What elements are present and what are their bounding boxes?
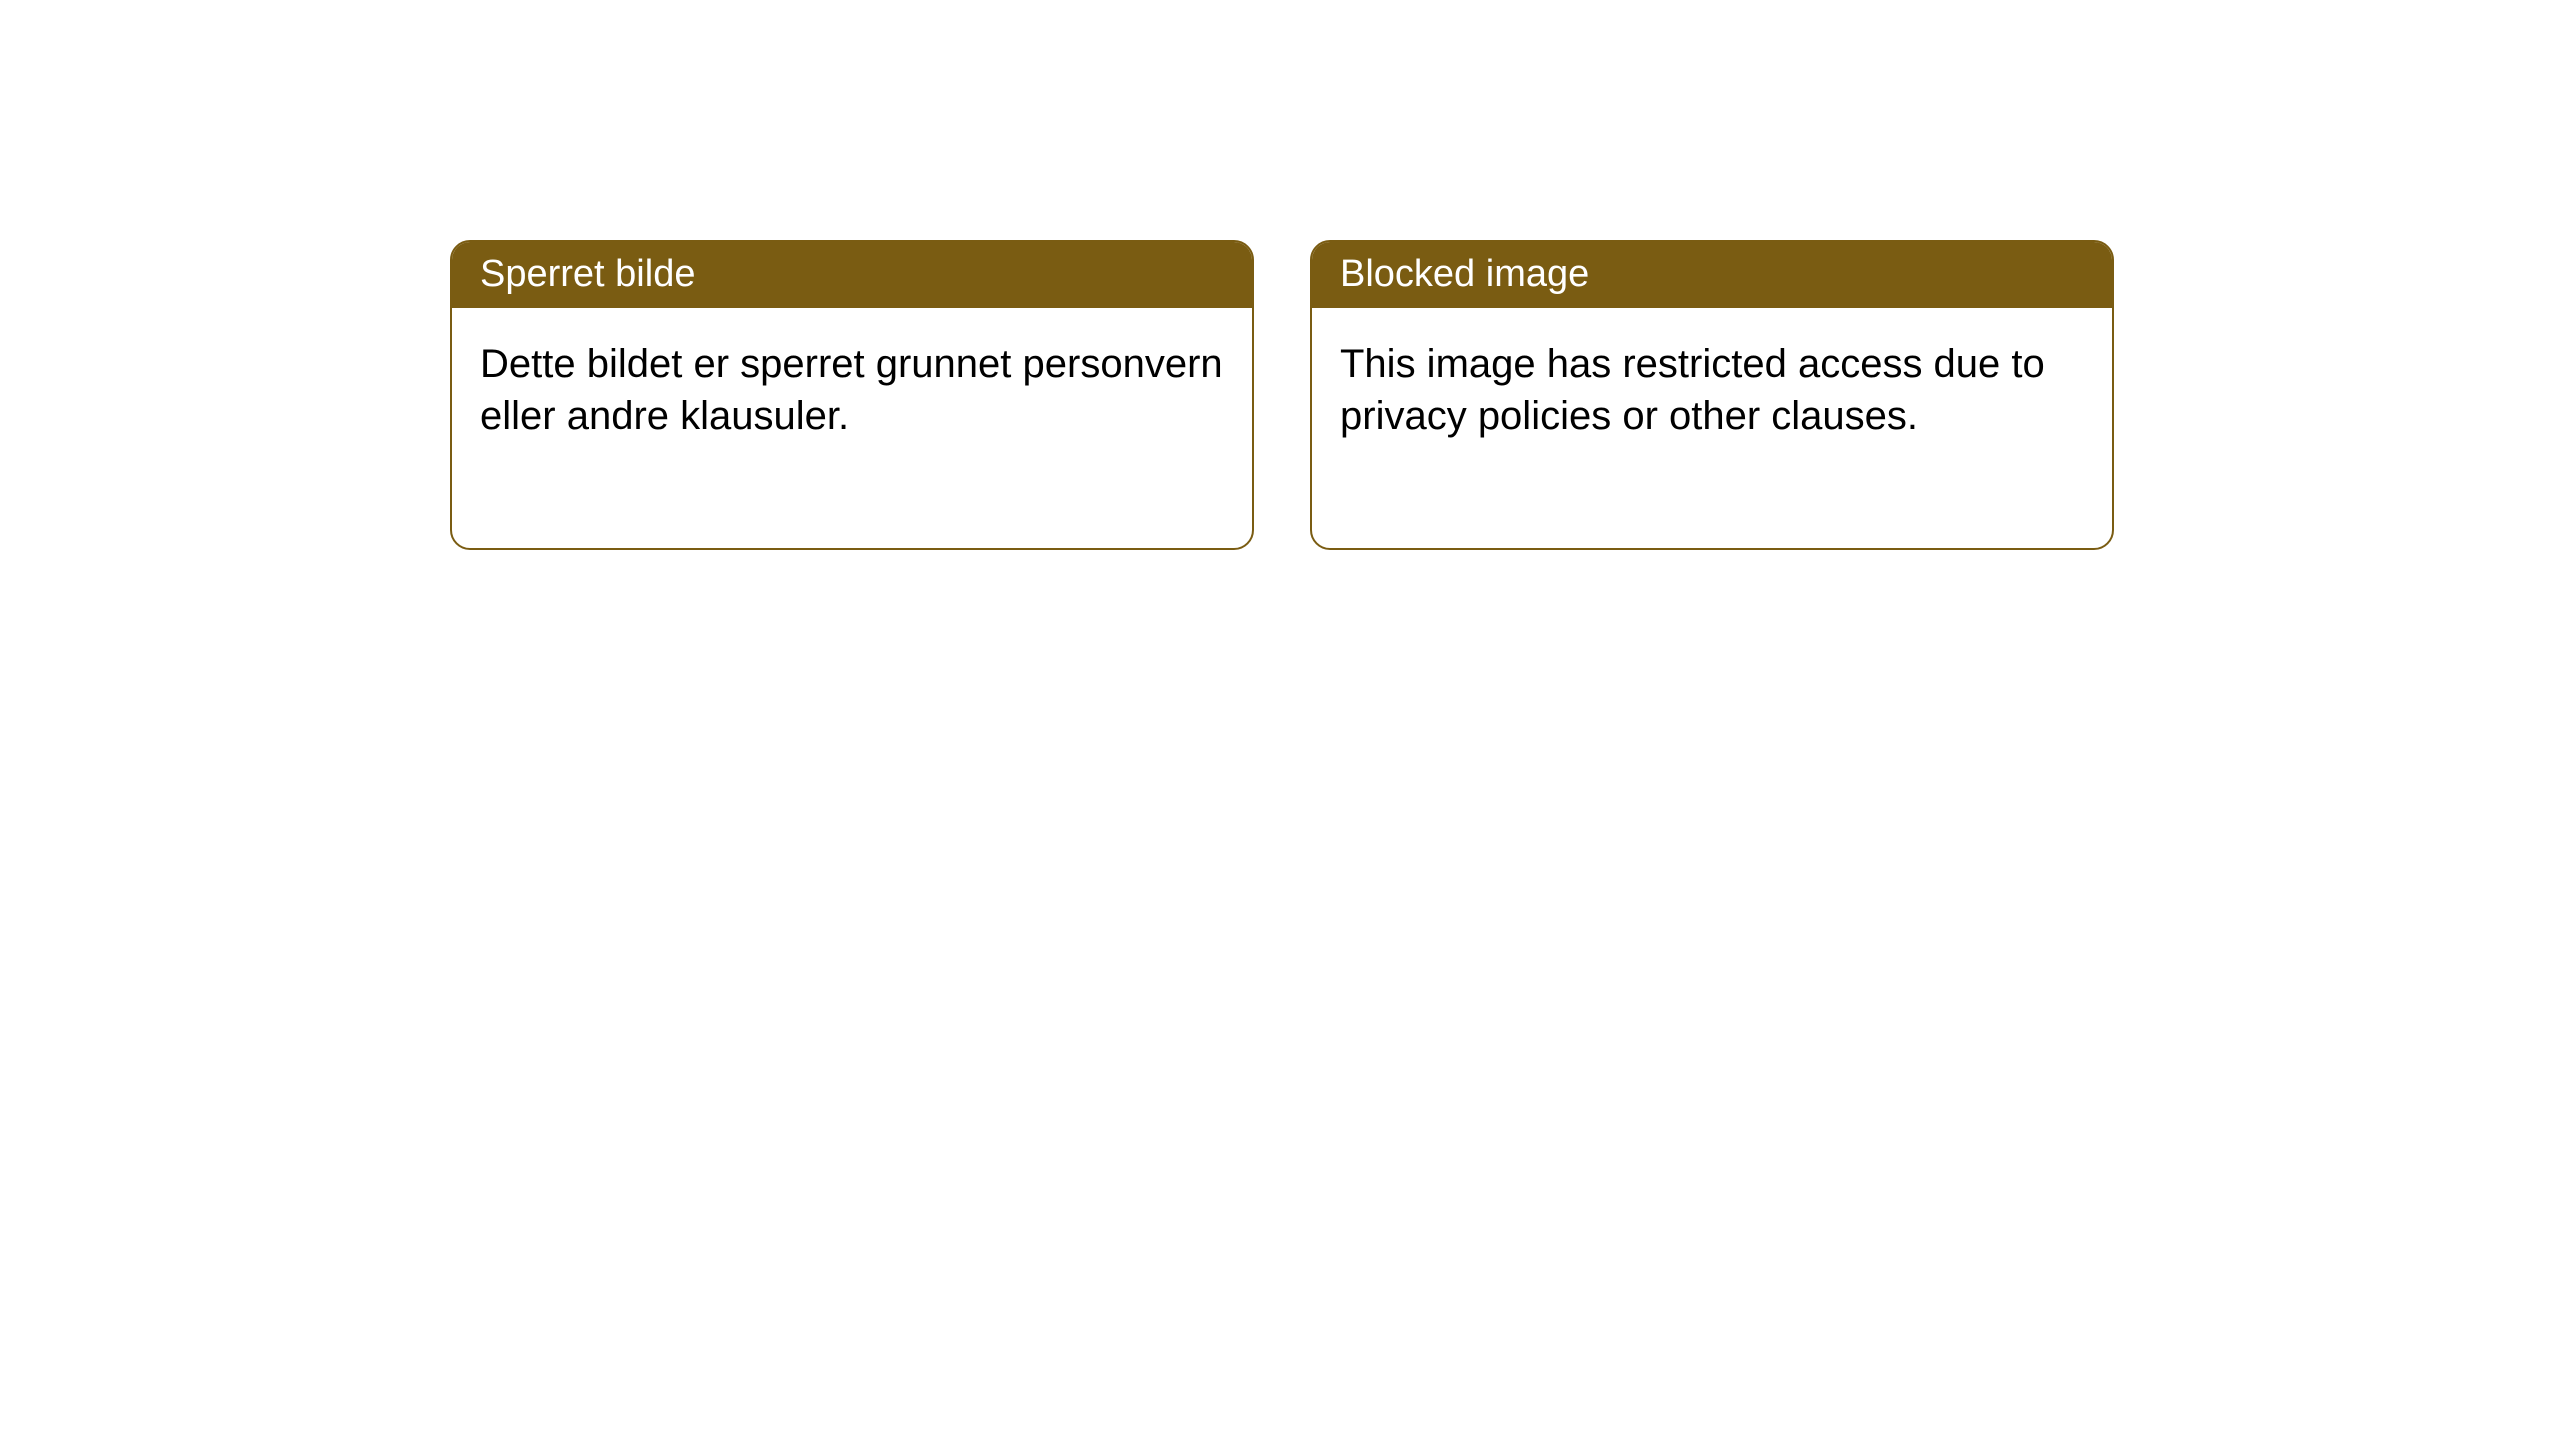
notice-card-body: Dette bildet er sperret grunnet personve… xyxy=(452,308,1252,548)
notice-card-norwegian: Sperret bilde Dette bildet er sperret gr… xyxy=(450,240,1254,550)
notice-card-title: Sperret bilde xyxy=(452,242,1252,308)
notice-card-english: Blocked image This image has restricted … xyxy=(1310,240,2114,550)
notice-container: Sperret bilde Dette bildet er sperret gr… xyxy=(450,240,2114,550)
notice-card-title: Blocked image xyxy=(1312,242,2112,308)
notice-card-body: This image has restricted access due to … xyxy=(1312,308,2112,548)
